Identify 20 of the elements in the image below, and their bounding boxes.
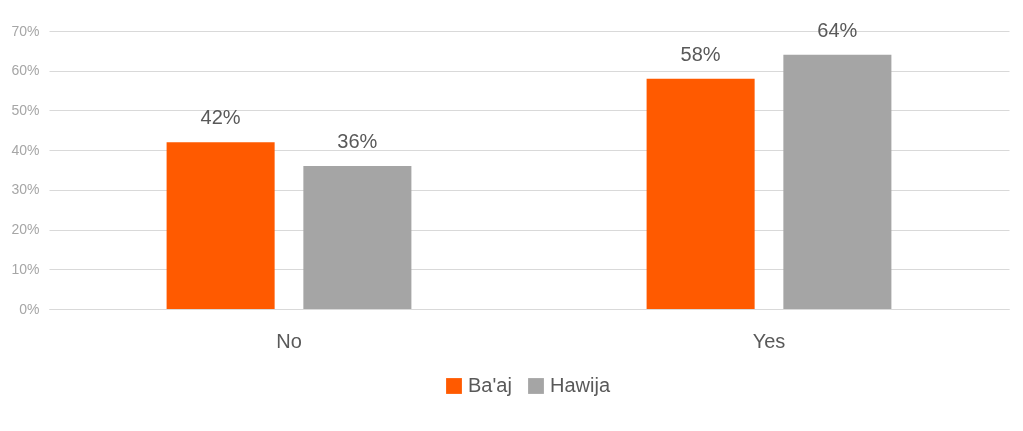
y-tick-label: 10% bbox=[11, 260, 40, 277]
x-tick-label: Yes bbox=[752, 329, 786, 352]
y-tick-label: 70% bbox=[11, 22, 40, 39]
y-tick-label: 40% bbox=[11, 141, 40, 158]
bar bbox=[783, 54, 892, 309]
y-tick-label: 60% bbox=[11, 62, 40, 79]
bar bbox=[166, 142, 275, 309]
y-tick-label: 50% bbox=[11, 101, 40, 118]
legend-label: Ba'aj bbox=[468, 374, 512, 396]
y-tick-label: 20% bbox=[11, 221, 40, 238]
data-label: 42% bbox=[200, 106, 241, 129]
legend-label: Hawija bbox=[550, 374, 611, 396]
bar bbox=[303, 166, 412, 309]
data-label: 64% bbox=[817, 18, 858, 41]
y-tick-label: 0% bbox=[19, 300, 40, 317]
data-label: 58% bbox=[680, 42, 721, 65]
data-label: 36% bbox=[337, 130, 378, 153]
bar bbox=[646, 78, 755, 309]
x-tick-label: No bbox=[276, 329, 302, 352]
y-tick-label: 30% bbox=[11, 181, 40, 198]
